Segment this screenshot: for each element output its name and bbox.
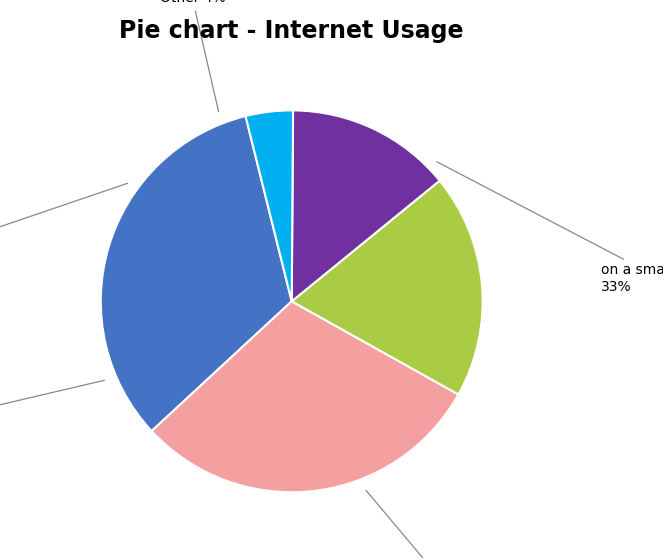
Text: on a desktop
computer 14%: on a desktop computer 14% [0,183,128,278]
Title: Pie chart - Internet Usage: Pie chart - Internet Usage [119,18,464,42]
Wedge shape [245,110,293,301]
Wedge shape [101,116,292,431]
Text: on a laptop
30%: on a laptop 30% [366,490,508,558]
Text: on a tablet
19%: on a tablet 19% [0,381,105,446]
Wedge shape [152,301,458,492]
Text: on a smartphone
33%: on a smartphone 33% [437,162,663,294]
Text: Other 4%: Other 4% [160,0,225,112]
Wedge shape [292,181,483,395]
Wedge shape [292,110,440,301]
